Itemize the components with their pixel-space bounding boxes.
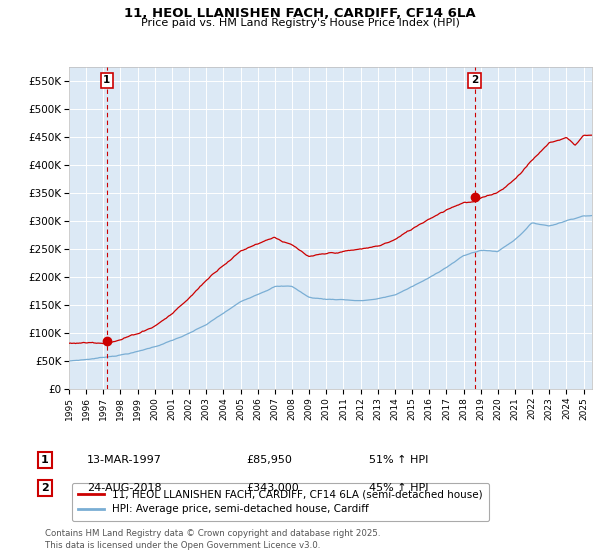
Legend: 11, HEOL LLANISHEN FACH, CARDIFF, CF14 6LA (semi-detached house), HPI: Average p: 11, HEOL LLANISHEN FACH, CARDIFF, CF14 6… [71, 483, 489, 521]
Text: 24-AUG-2018: 24-AUG-2018 [87, 483, 161, 493]
Text: 1: 1 [103, 75, 110, 85]
Text: 2: 2 [41, 483, 49, 493]
Text: 2: 2 [471, 75, 478, 85]
Text: £85,950: £85,950 [246, 455, 292, 465]
Text: 51% ↑ HPI: 51% ↑ HPI [369, 455, 428, 465]
Text: 45% ↑ HPI: 45% ↑ HPI [369, 483, 428, 493]
Text: 1: 1 [41, 455, 49, 465]
Text: 13-MAR-1997: 13-MAR-1997 [87, 455, 162, 465]
Text: Price paid vs. HM Land Registry's House Price Index (HPI): Price paid vs. HM Land Registry's House … [140, 18, 460, 29]
Text: £343,000: £343,000 [246, 483, 299, 493]
Text: 11, HEOL LLANISHEN FACH, CARDIFF, CF14 6LA: 11, HEOL LLANISHEN FACH, CARDIFF, CF14 6… [124, 7, 476, 20]
Text: Contains HM Land Registry data © Crown copyright and database right 2025.
This d: Contains HM Land Registry data © Crown c… [45, 529, 380, 550]
